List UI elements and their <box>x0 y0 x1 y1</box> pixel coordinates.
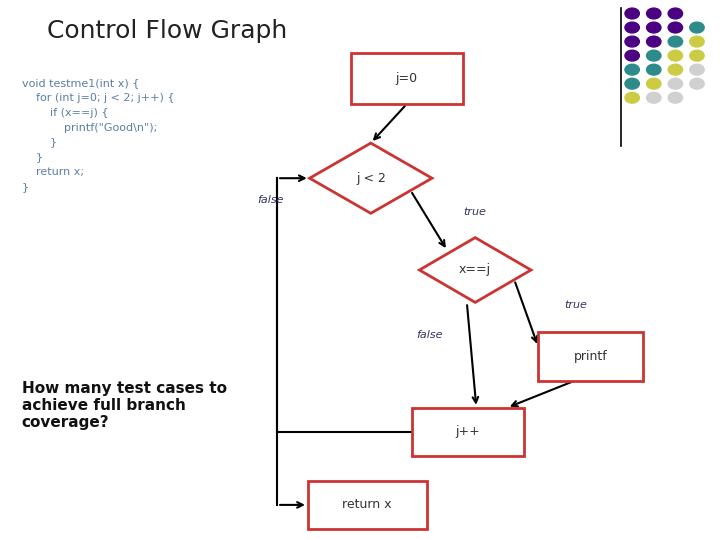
Circle shape <box>625 22 639 33</box>
Circle shape <box>625 8 639 19</box>
FancyBboxPatch shape <box>538 332 643 381</box>
Circle shape <box>690 78 704 89</box>
Text: j < 2: j < 2 <box>356 172 386 185</box>
Circle shape <box>668 78 683 89</box>
Circle shape <box>668 36 683 47</box>
Circle shape <box>647 22 661 33</box>
FancyBboxPatch shape <box>308 481 426 529</box>
Text: true: true <box>564 300 588 310</box>
Text: return x: return x <box>343 498 392 511</box>
Text: j++: j++ <box>456 426 480 438</box>
Text: false: false <box>416 330 442 340</box>
Circle shape <box>647 64 661 75</box>
Text: false: false <box>257 195 283 205</box>
Circle shape <box>668 92 683 103</box>
Text: Control Flow Graph: Control Flow Graph <box>47 19 287 43</box>
Circle shape <box>668 64 683 75</box>
Circle shape <box>625 36 639 47</box>
Circle shape <box>647 8 661 19</box>
Circle shape <box>647 50 661 61</box>
Circle shape <box>625 92 639 103</box>
Polygon shape <box>419 238 531 302</box>
Circle shape <box>668 50 683 61</box>
Circle shape <box>690 22 704 33</box>
Circle shape <box>690 50 704 61</box>
Circle shape <box>647 92 661 103</box>
Text: printf: printf <box>574 350 607 363</box>
Circle shape <box>690 64 704 75</box>
FancyBboxPatch shape <box>412 408 524 456</box>
FancyBboxPatch shape <box>351 53 462 104</box>
Circle shape <box>625 50 639 61</box>
Text: void testme1(int x) {
    for (int j=0; j < 2; j++) {
        if (x==j) {
      : void testme1(int x) { for (int j=0; j < … <box>22 78 174 192</box>
Text: x==j: x==j <box>459 264 491 276</box>
Circle shape <box>668 22 683 33</box>
Circle shape <box>625 64 639 75</box>
Text: How many test cases to
achieve full branch
coverage?: How many test cases to achieve full bran… <box>22 381 227 430</box>
Circle shape <box>690 36 704 47</box>
Circle shape <box>647 78 661 89</box>
Text: j=0: j=0 <box>396 72 418 85</box>
Polygon shape <box>310 143 432 213</box>
Text: true: true <box>464 207 487 217</box>
Circle shape <box>668 8 683 19</box>
Circle shape <box>647 36 661 47</box>
Circle shape <box>625 78 639 89</box>
